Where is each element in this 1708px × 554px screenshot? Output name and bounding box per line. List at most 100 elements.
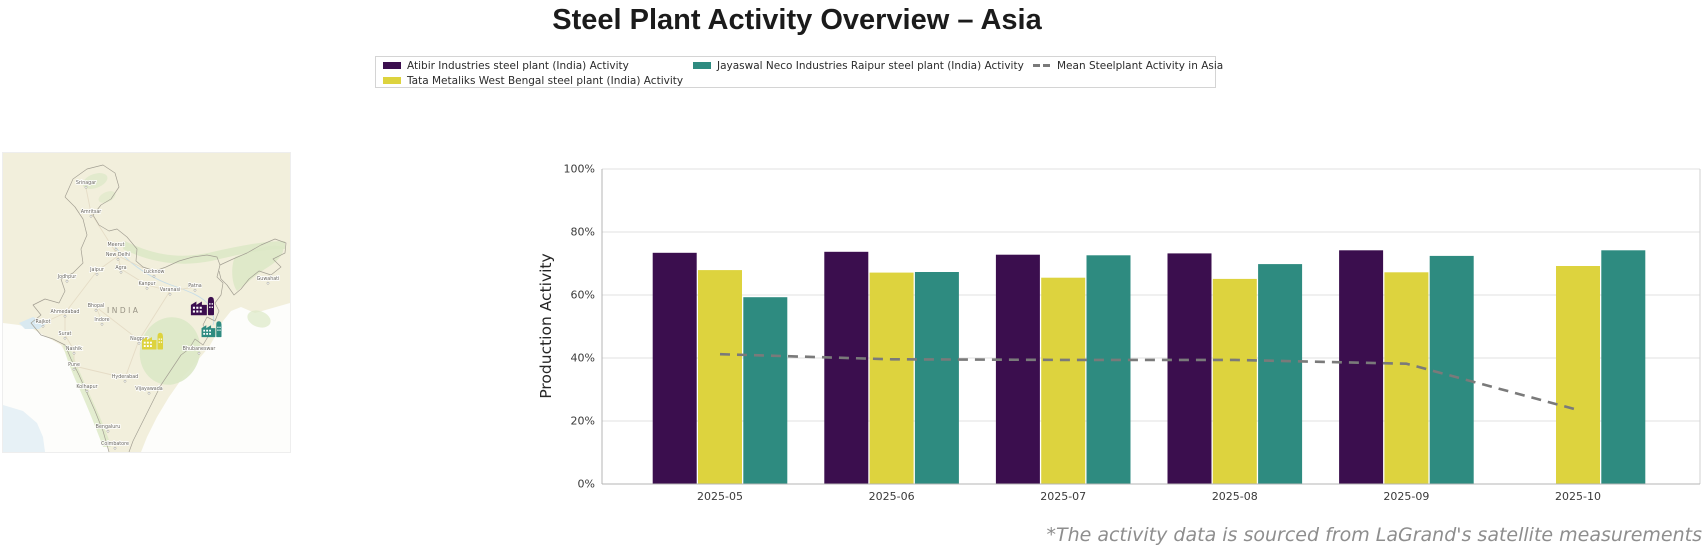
x-tick-label: 2025-10 xyxy=(1555,490,1601,503)
city-marker xyxy=(197,351,201,355)
x-tick-label: 2025-09 xyxy=(1383,490,1429,503)
chart-legend: Atibir Industries steel plant (India) Ac… xyxy=(375,56,1223,88)
bar xyxy=(1167,253,1212,484)
landmass xyxy=(3,153,290,452)
y-tick-label: 40% xyxy=(571,352,595,365)
city-label: Guwahati xyxy=(257,276,280,282)
city-marker xyxy=(119,270,123,274)
legend-swatch-jayaswal xyxy=(693,62,711,69)
map-cities: Srinagar Amritsar Meerut New Delhi Jaipur Agr… xyxy=(35,179,280,450)
city-label: Indore xyxy=(94,317,109,323)
city-marker xyxy=(72,367,76,371)
city-marker xyxy=(95,272,99,276)
city-label: Ahmedabad xyxy=(51,309,80,315)
city-label: Coimbatore xyxy=(101,441,129,447)
bar xyxy=(1384,272,1429,484)
bar xyxy=(914,272,959,484)
bar xyxy=(1339,250,1384,484)
y-tick-label: 20% xyxy=(571,415,595,428)
city-label: Bhubaneswar xyxy=(183,346,216,352)
bar xyxy=(652,252,697,484)
city-label: Kolhapur xyxy=(76,384,97,390)
city-label: Vijayawada xyxy=(135,386,162,392)
city-label: Lucknow xyxy=(144,269,165,275)
city-marker xyxy=(147,391,151,395)
city-label: Jodhpur xyxy=(57,274,77,280)
city-label: Patna xyxy=(188,283,202,289)
city-marker xyxy=(113,446,117,450)
india-map: INDIA Srinagar Amritsar Meerut New Delhi Jai… xyxy=(2,152,291,453)
city-label: Rajkot xyxy=(36,319,51,325)
city-label: New Delhi xyxy=(106,252,130,258)
city-marker xyxy=(63,314,67,318)
y-tick-label: 0% xyxy=(578,478,595,491)
legend-label: Atibir Industries steel plant (India) Ac… xyxy=(407,59,629,72)
city-label: Surat xyxy=(59,331,72,337)
mean-activity-line xyxy=(719,352,1579,412)
bar-series xyxy=(743,250,1646,484)
x-tick-label: 2025-07 xyxy=(1040,490,1086,503)
bar xyxy=(1601,250,1646,484)
city-marker xyxy=(116,257,120,261)
x-tick-label: 2025-08 xyxy=(1212,490,1258,503)
city-marker xyxy=(65,279,69,283)
city-marker xyxy=(123,379,127,383)
y-tick-label: 60% xyxy=(571,289,595,302)
bar xyxy=(1086,255,1131,484)
city-label: Varanasi xyxy=(160,287,181,293)
legend-label: Jayaswal Neco Industries Raipur steel pl… xyxy=(717,59,1024,72)
bar xyxy=(1556,266,1600,484)
city-marker xyxy=(145,286,149,290)
city-label: Srinagar xyxy=(76,180,96,186)
city-marker xyxy=(168,292,172,296)
legend-item-jayaswal: Jayaswal Neco Industries Raipur steel pl… xyxy=(693,58,1033,73)
legend-swatch-atibir xyxy=(383,62,401,69)
y-tick-label: 100% xyxy=(564,163,595,176)
city-marker xyxy=(193,288,197,292)
legend-label: Mean Steelplant Activity in Asia xyxy=(1057,59,1224,72)
city-marker xyxy=(137,341,141,345)
footnote: *The activity data is sourced from LaGra… xyxy=(1046,524,1702,546)
city-marker xyxy=(152,274,156,278)
bar xyxy=(995,254,1040,484)
city-label: Hyderabad xyxy=(112,374,138,380)
bar xyxy=(1258,264,1303,484)
city-marker xyxy=(41,324,45,328)
roads xyxy=(42,187,196,379)
y-axis-title: Production Activity xyxy=(537,253,555,398)
city-label: Bengaluru xyxy=(96,424,121,430)
city-marker xyxy=(85,389,89,393)
legend-swatch-tata-metaliks xyxy=(383,77,401,84)
page-title: Steel Plant Activity Overview – Asia xyxy=(552,4,1042,36)
bar xyxy=(1429,255,1474,484)
city-label: Amritsar xyxy=(81,209,102,215)
city-marker xyxy=(266,281,270,285)
city-label: Nagpur xyxy=(130,336,148,342)
city-label: Bhopal xyxy=(88,303,105,309)
city-marker xyxy=(63,336,67,340)
city-label: Jaipur xyxy=(89,267,104,273)
bar xyxy=(1041,277,1086,484)
map-canvas: INDIA Srinagar Amritsar Meerut New Delhi Jai… xyxy=(3,153,290,452)
bar-series xyxy=(698,266,1600,484)
city-label: Meerut xyxy=(108,242,125,248)
legend-dashed-line-swatch xyxy=(1033,64,1051,67)
city-label: Nashik xyxy=(66,346,82,352)
country-label: INDIA xyxy=(107,306,140,315)
city-marker xyxy=(94,308,98,312)
city-marker xyxy=(89,214,93,218)
bar xyxy=(1212,278,1257,484)
city-label: Agra xyxy=(115,265,126,271)
city-marker xyxy=(114,247,118,251)
bar xyxy=(824,251,869,484)
bar-series xyxy=(652,250,1384,484)
legend-item-tata-metaliks: Tata Metaliks West Bengal steel plant (I… xyxy=(383,73,693,88)
bar xyxy=(698,270,742,484)
river xyxy=(114,246,215,326)
city-marker xyxy=(84,185,88,189)
y-tick-label: 80% xyxy=(571,226,595,239)
activity-chart: Production Activity 0% 20% 40% 60% 80% 100% 20… xyxy=(537,163,1701,503)
bar xyxy=(743,297,788,484)
city-label: Pune xyxy=(68,362,80,368)
